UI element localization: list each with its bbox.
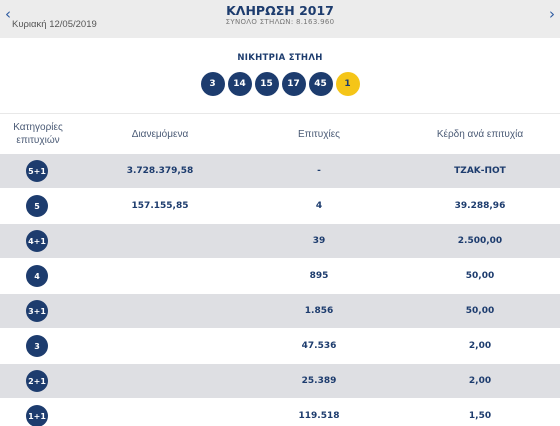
winners-count: 4 bbox=[315, 201, 323, 211]
category-badge: 4+1 bbox=[26, 230, 48, 252]
draw-date: Κυριακή 12/05/2019 bbox=[12, 19, 97, 30]
winning-number-ball: 17 bbox=[281, 72, 306, 96]
table-row: 4 895 50,00 bbox=[0, 259, 560, 293]
distributed-amount: 3.728.379,58 bbox=[126, 166, 194, 176]
header-distributed: Διανεμόμενα bbox=[131, 128, 189, 140]
table-row: 3+1 1.856 50,00 bbox=[0, 294, 560, 328]
winning-numbers: 3 14 15 17 45 1 bbox=[0, 72, 560, 96]
category-badge: 1+1 bbox=[26, 405, 48, 426]
category-badge: 2+1 bbox=[26, 370, 48, 392]
prize-per-winner: 50,00 bbox=[465, 271, 495, 281]
distributed-amount bbox=[98, 294, 222, 328]
category-badge: 3 bbox=[26, 335, 48, 357]
prize-per-winner: 2,00 bbox=[468, 341, 492, 351]
prize-per-winner: ΤΖΑΚ-ΠΟΤ bbox=[454, 166, 506, 176]
winners-count: 119.518 bbox=[298, 411, 340, 421]
draw-title: ΚΛΗΡΩΣΗ 2017 bbox=[226, 3, 334, 18]
distributed-amount bbox=[98, 399, 222, 426]
prize-per-winner: 2,00 bbox=[468, 376, 492, 386]
prize-per-winner: 1,50 bbox=[468, 411, 492, 421]
winning-number-ball: 15 bbox=[254, 72, 279, 96]
distributed-amount: 157.155,85 bbox=[131, 201, 189, 211]
winning-column-label: ΝΙΚΗΤΡΙΑ ΣΤΗΛΗ bbox=[237, 53, 323, 63]
prize-per-winner: 2.500,00 bbox=[457, 236, 503, 246]
category-badge: 4 bbox=[26, 265, 48, 287]
winners-count: 895 bbox=[309, 271, 329, 281]
distributed-amount bbox=[98, 224, 222, 258]
table-row: 5+1 3.728.379,58 - ΤΖΑΚ-ΠΟΤ bbox=[0, 154, 560, 188]
prize-table: Κατηγορίες επιτυχιών Διανεμόμενα Επιτυχί… bbox=[0, 113, 560, 426]
winners-count: 1.856 bbox=[304, 306, 334, 316]
header-winners: Επιτυχίες bbox=[298, 128, 340, 140]
winning-number-ball: 3 bbox=[200, 72, 225, 96]
prize-table-body: 5+1 3.728.379,58 - ΤΖΑΚ-ΠΟΤ 5 157.155,85… bbox=[0, 154, 560, 426]
winners-count: 47.536 bbox=[301, 341, 337, 351]
joker-number-ball: 1 bbox=[335, 72, 360, 96]
prize-per-winner: 39.288,96 bbox=[454, 201, 506, 211]
header-prize-per-winner: Κέρδη ανά επιτυχία bbox=[436, 128, 524, 140]
table-row: 1+1 119.518 1,50 bbox=[0, 399, 560, 426]
draw-header: ‹ Κυριακή 12/05/2019 ΚΛΗΡΩΣΗ 2017 ΣΥΝΟΛΟ… bbox=[0, 0, 560, 38]
category-badge: 3+1 bbox=[26, 300, 48, 322]
winners-count: 39 bbox=[312, 236, 326, 246]
total-columns: ΣΥΝΟΛΟ ΣΤΗΛΩΝ: 8.163.960 bbox=[225, 18, 335, 26]
next-draw-arrow-icon[interactable]: › bbox=[549, 5, 555, 23]
category-badge: 5+1 bbox=[26, 160, 48, 182]
previous-draw-arrow-icon[interactable]: ‹ bbox=[5, 5, 11, 23]
table-row: 4+1 39 2.500,00 bbox=[0, 224, 560, 258]
distributed-amount bbox=[98, 364, 222, 398]
header-categories: Κατηγορίες επιτυχιών bbox=[13, 122, 63, 146]
winners-count: - bbox=[317, 166, 321, 176]
table-row: 3 47.536 2,00 bbox=[0, 329, 560, 363]
table-row: 5 157.155,85 4 39.288,96 bbox=[0, 189, 560, 223]
table-row: 2+1 25.389 2,00 bbox=[0, 364, 560, 398]
prize-table-header: Κατηγορίες επιτυχιών Διανεμόμενα Επιτυχί… bbox=[0, 113, 560, 153]
winning-number-ball: 14 bbox=[227, 72, 252, 96]
distributed-amount bbox=[98, 329, 222, 363]
distributed-amount bbox=[98, 259, 222, 293]
winning-number-ball: 45 bbox=[308, 72, 333, 96]
winners-count: 25.389 bbox=[301, 376, 337, 386]
prize-per-winner: 50,00 bbox=[465, 306, 495, 316]
category-badge: 5 bbox=[26, 195, 48, 217]
